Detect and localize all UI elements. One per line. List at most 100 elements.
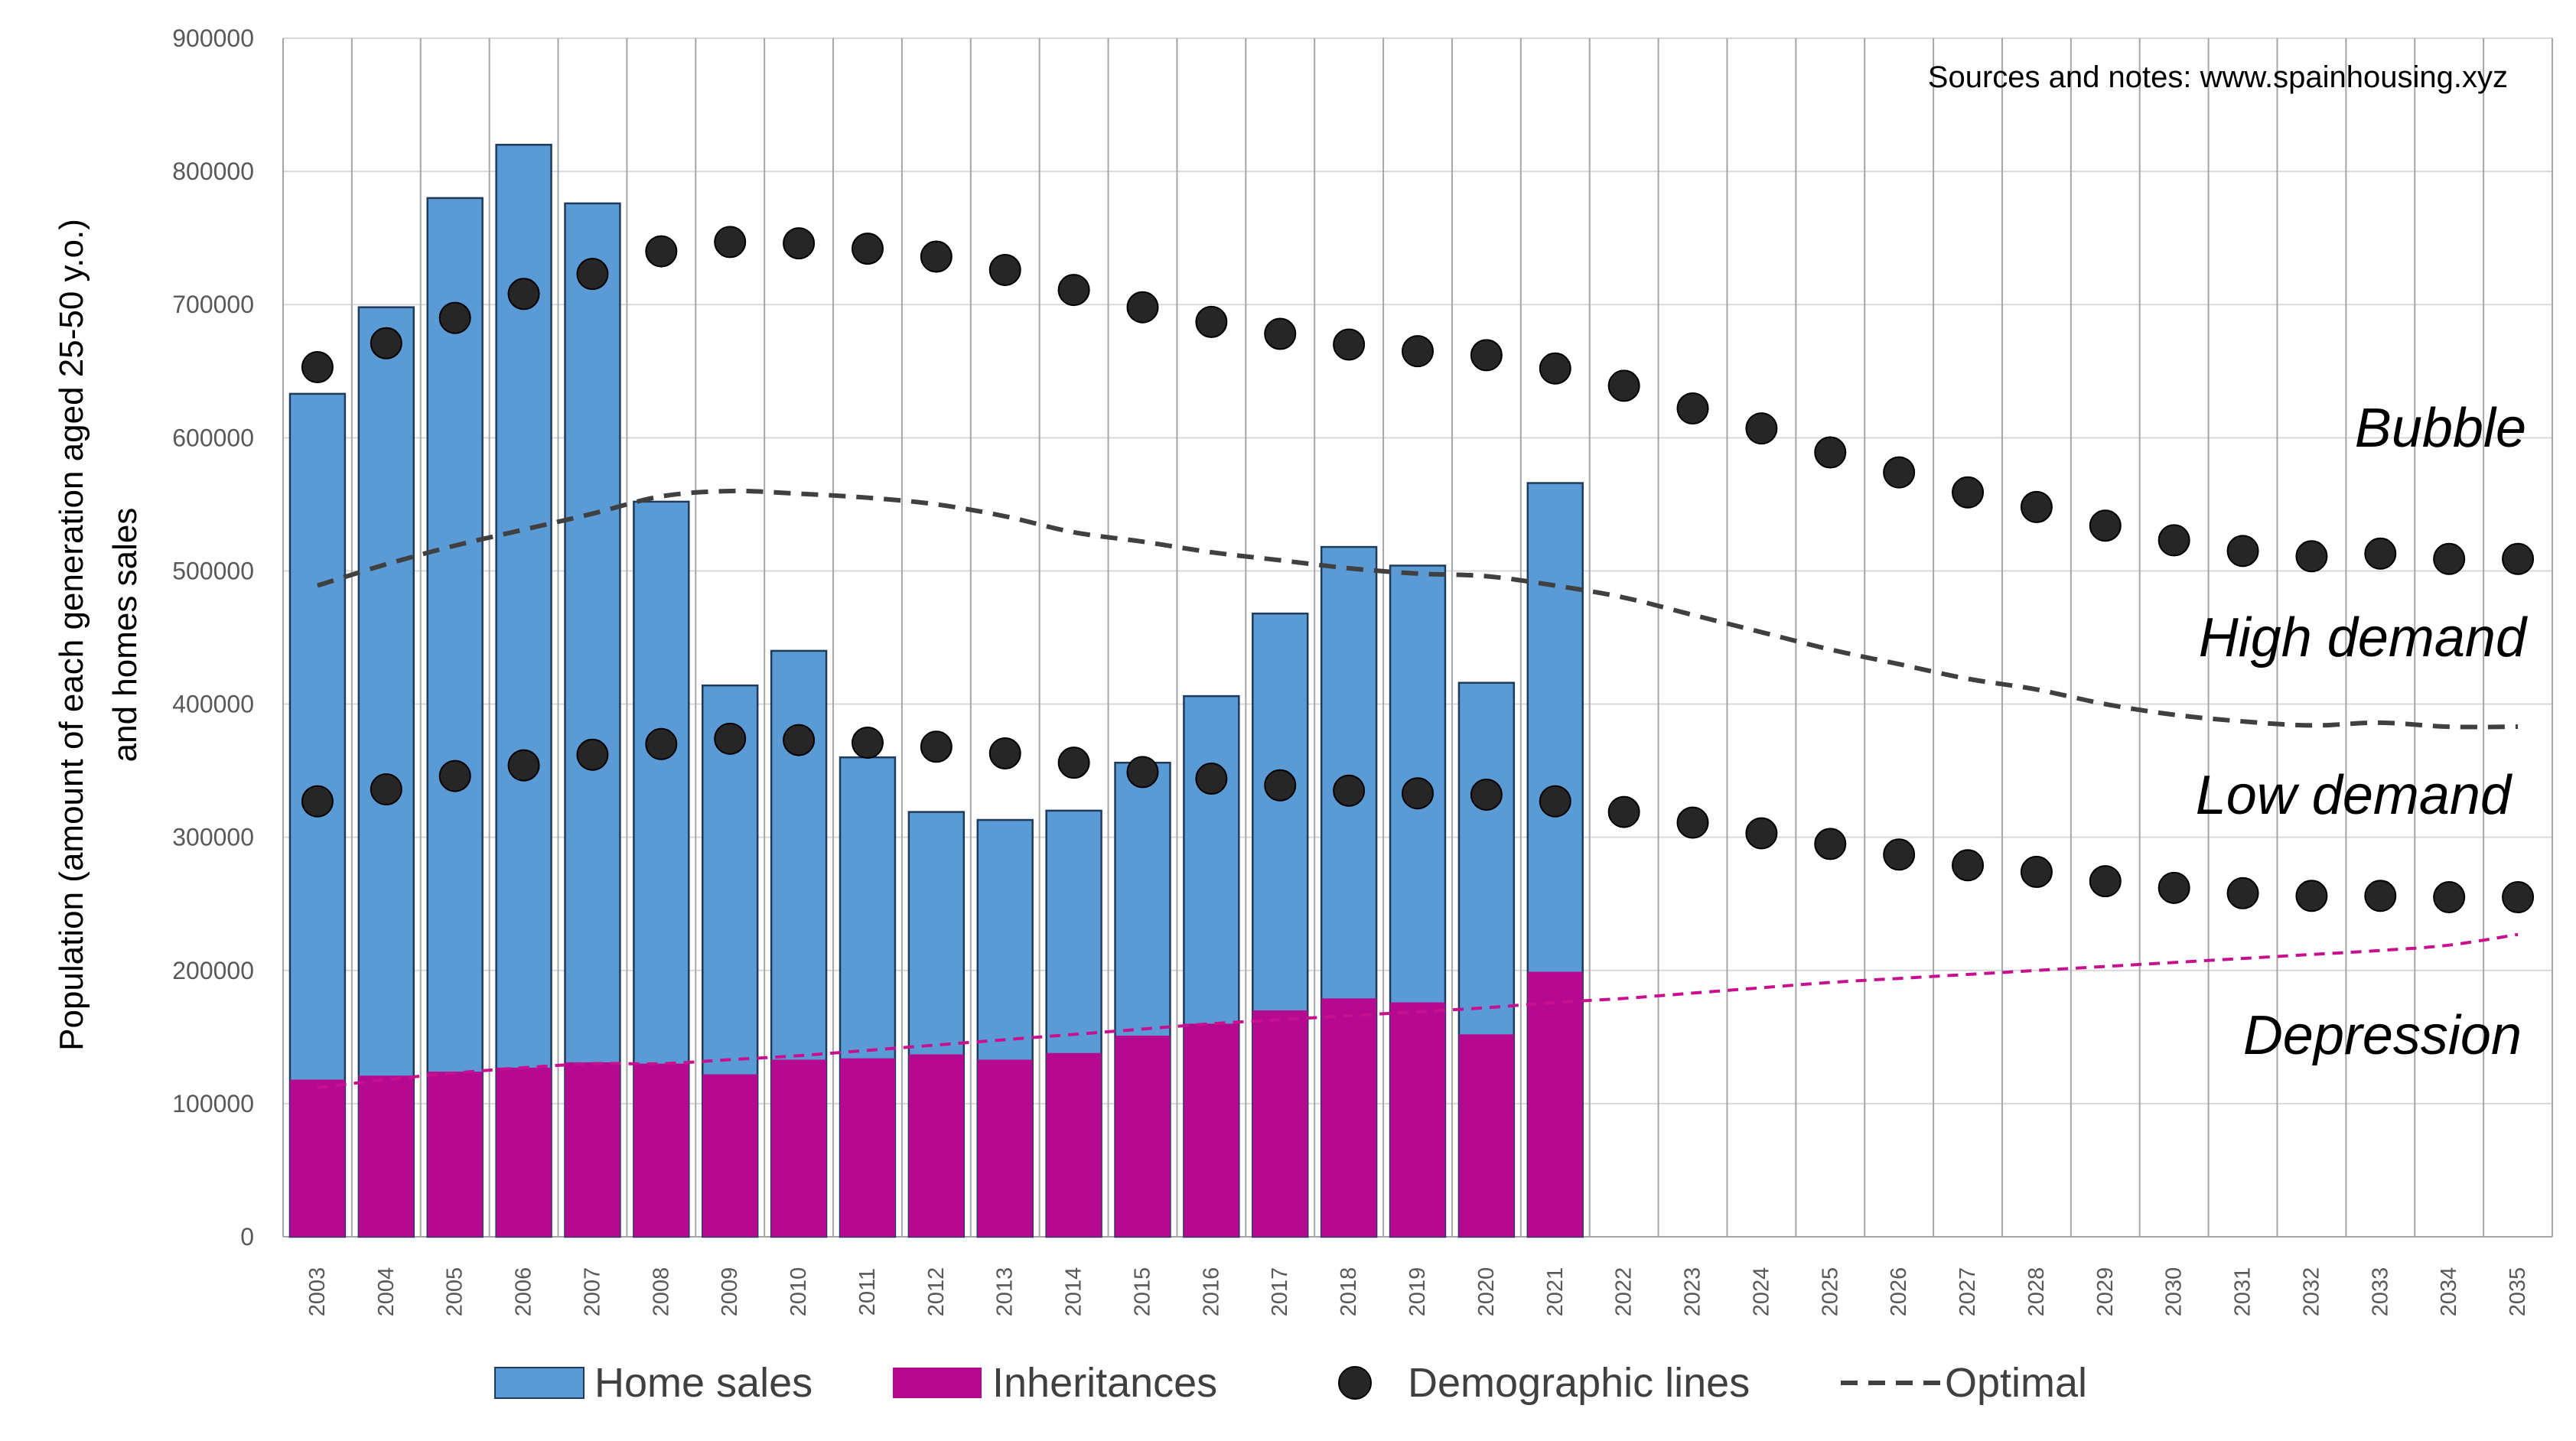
demographic-point-lower-2025 bbox=[1814, 828, 1847, 860]
zone-label-low-demand: Low demand bbox=[2196, 765, 2512, 826]
demographic-point-lower-2007 bbox=[576, 738, 609, 771]
demographic-point-upper-2006 bbox=[507, 278, 540, 311]
bar-inheritances-2021 bbox=[1527, 971, 1583, 1237]
y-tick-label-4: 400000 bbox=[172, 691, 254, 718]
demographic-point-lower-2011 bbox=[851, 727, 884, 760]
x-tick-label-2034: 2034 bbox=[2437, 1267, 2461, 1317]
x-tick-label-2007: 2007 bbox=[580, 1267, 604, 1317]
demographic-point-upper-2010 bbox=[783, 227, 816, 260]
x-tick-label-2018: 2018 bbox=[1337, 1267, 1361, 1317]
demographic-point-upper-2029 bbox=[2089, 509, 2122, 542]
x-tick-label-2017: 2017 bbox=[1268, 1267, 1292, 1317]
demographic-point-upper-2022 bbox=[1607, 369, 1640, 402]
demographic-point-lower-2030 bbox=[2158, 871, 2190, 904]
x-tick-label-2016: 2016 bbox=[1199, 1267, 1223, 1317]
demographic-point-upper-2021 bbox=[1539, 352, 1571, 385]
x-tick-label-2013: 2013 bbox=[993, 1267, 1018, 1317]
x-tick-label-2020: 2020 bbox=[1474, 1267, 1499, 1317]
demographic-point-lower-2032 bbox=[2295, 880, 2328, 912]
demographic-point-upper-2007 bbox=[576, 258, 609, 291]
demographic-point-upper-2003 bbox=[301, 351, 334, 384]
demographic-point-lower-2033 bbox=[2364, 880, 2397, 912]
x-tick-label-2006: 2006 bbox=[512, 1267, 536, 1317]
x-tick-label-2014: 2014 bbox=[1062, 1267, 1086, 1317]
x-tick-label-2012: 2012 bbox=[924, 1267, 949, 1317]
y-tick-label-0: 0 bbox=[240, 1223, 254, 1251]
demographic-point-upper-2018 bbox=[1333, 328, 1366, 361]
y-tick-label-9: 900000 bbox=[172, 24, 254, 52]
bar-inheritances-2012 bbox=[908, 1054, 964, 1237]
demographic-point-upper-2023 bbox=[1676, 392, 1709, 425]
demographic-point-upper-2011 bbox=[851, 233, 884, 265]
demographic-point-lower-2012 bbox=[920, 730, 953, 763]
demographic-point-lower-2004 bbox=[370, 773, 402, 805]
demographic-point-upper-2031 bbox=[2226, 535, 2259, 568]
demographic-point-lower-2003 bbox=[301, 785, 334, 818]
demographic-point-lower-2031 bbox=[2226, 877, 2259, 909]
demographic-point-upper-2019 bbox=[1402, 335, 1434, 368]
demographic-point-upper-2005 bbox=[438, 301, 471, 334]
demographic-point-lower-2024 bbox=[1745, 817, 1778, 850]
optimal-line bbox=[317, 488, 2519, 730]
demographic-point-upper-2030 bbox=[2158, 524, 2190, 557]
demographic-point-upper-2012 bbox=[920, 240, 953, 273]
demographic-point-upper-2024 bbox=[1745, 412, 1778, 445]
x-tick-label-2005: 2005 bbox=[443, 1267, 467, 1317]
demographic-point-lower-2006 bbox=[507, 749, 540, 782]
y-axis-label: Population (amount of each generation ag… bbox=[53, 219, 90, 1051]
bar-inheritances-2016 bbox=[1184, 1023, 1239, 1237]
demographic-point-lower-2028 bbox=[2020, 855, 2053, 888]
legend-swatch-home-sales bbox=[494, 1367, 585, 1399]
bar-inheritances-2008 bbox=[633, 1063, 689, 1237]
inheritance-trend-line bbox=[317, 932, 2519, 1089]
legend-label-demographic-lines: Demographic lines bbox=[1408, 1360, 1750, 1406]
zone-label-bubble: Bubble bbox=[2355, 398, 2526, 459]
demographic-point-upper-2016 bbox=[1195, 305, 1228, 338]
demographic-point-upper-2013 bbox=[988, 253, 1021, 286]
demographic-point-upper-2004 bbox=[370, 327, 402, 359]
bar-inheritances-2007 bbox=[565, 1062, 620, 1237]
demographic-point-lower-2015 bbox=[1126, 756, 1159, 789]
demographic-point-lower-2016 bbox=[1195, 763, 1228, 795]
zone-label-depression: Depression bbox=[2243, 1005, 2522, 1066]
demographic-point-lower-2021 bbox=[1539, 785, 1571, 818]
y-tick-label-5: 500000 bbox=[172, 557, 254, 584]
bar-inheritances-2014 bbox=[1046, 1052, 1102, 1237]
bar-inheritances-2010 bbox=[771, 1059, 827, 1237]
y-tick-label-8: 800000 bbox=[172, 158, 254, 185]
x-axis-ticks: 2003 2004 2005 2006 2007 2008 2009 2010 2011 2012… bbox=[305, 1267, 2530, 1317]
y-tick-label-3: 300000 bbox=[172, 824, 254, 851]
x-tick-label-2028: 2028 bbox=[2024, 1267, 2049, 1317]
demographic-point-upper-2014 bbox=[1057, 274, 1090, 307]
demographic-point-lower-2026 bbox=[1883, 838, 1916, 871]
x-tick-label-2021: 2021 bbox=[1543, 1267, 1568, 1317]
demographic-point-lower-2008 bbox=[645, 727, 678, 760]
points bbox=[301, 226, 2535, 914]
x-tick-label-2033: 2033 bbox=[2368, 1267, 2392, 1317]
y-tick-label-7: 700000 bbox=[172, 291, 254, 318]
bar-home-sales-2006 bbox=[495, 144, 552, 1238]
demographic-point-lower-2013 bbox=[988, 737, 1021, 769]
demographic-point-upper-2009 bbox=[714, 226, 747, 259]
y-tick-label-1: 100000 bbox=[172, 1090, 254, 1117]
demographic-point-lower-2023 bbox=[1676, 806, 1709, 839]
demographic-point-upper-2032 bbox=[2295, 540, 2328, 573]
demographic-point-lower-2035 bbox=[2502, 881, 2535, 914]
x-tick-label-2027: 2027 bbox=[1956, 1267, 1980, 1317]
x-tick-label-2023: 2023 bbox=[1681, 1267, 1705, 1317]
y-tick-label-2: 200000 bbox=[172, 957, 254, 984]
bar-inheritances-2006 bbox=[496, 1067, 552, 1237]
bar-inheritances-2013 bbox=[977, 1059, 1033, 1237]
x-tick-label-2030: 2030 bbox=[2162, 1267, 2187, 1317]
demographic-point-upper-2035 bbox=[2502, 542, 2535, 575]
bar-inheritances-2020 bbox=[1458, 1034, 1514, 1237]
bar-inheritances-2009 bbox=[702, 1074, 758, 1237]
demographic-point-upper-2020 bbox=[1470, 339, 1503, 372]
bar-inheritances-2005 bbox=[427, 1072, 483, 1237]
source-note: Sources and notes: www.spainhousing.xyz bbox=[1928, 60, 2508, 94]
x-tick-label-2022: 2022 bbox=[1612, 1267, 1636, 1317]
demographic-point-upper-2017 bbox=[1264, 317, 1297, 350]
legend-label-optimal: Optimal bbox=[1945, 1360, 2087, 1406]
y-axis-ticks: 0 100000 200000 300000 400000 500000 600000 700… bbox=[172, 24, 254, 1251]
